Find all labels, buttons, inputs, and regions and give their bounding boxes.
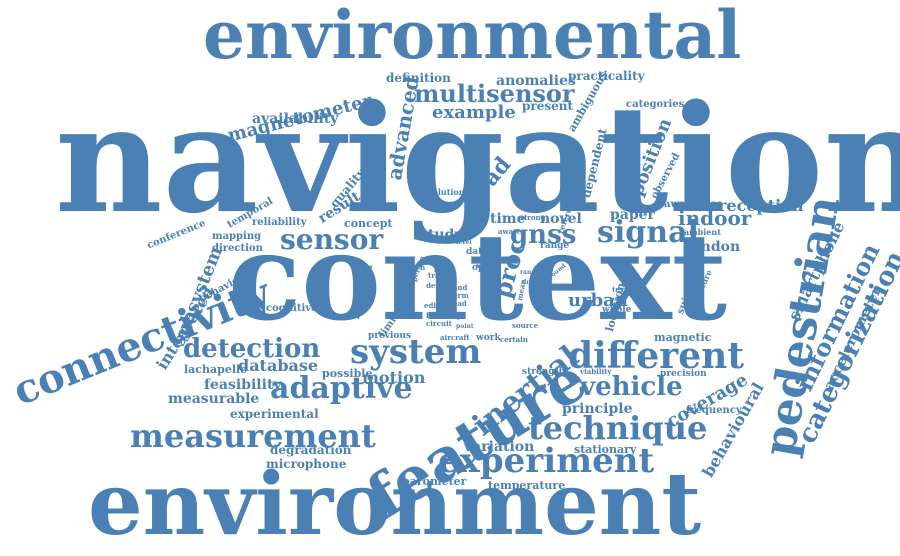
word: level [456,239,472,246]
word: direction [212,243,263,254]
word: degradation [270,443,352,457]
word: term [450,291,469,300]
word: magnetic [654,331,712,344]
word: range [540,241,570,251]
word: circuit [426,319,452,328]
word: system [350,332,482,372]
word: reception [718,196,804,215]
word: experiment [438,441,655,481]
word: light [434,267,450,274]
word: certain [500,335,528,344]
word: aircraft [440,333,470,342]
word: precision [660,369,707,379]
word: vehicle [580,372,683,402]
word: whole [602,305,632,315]
word: drift [522,279,537,286]
word: experimental [230,407,319,421]
word: source [512,321,539,330]
word: indoor [678,206,752,230]
word: motion [362,368,426,387]
word: data [466,247,489,257]
word: viability [580,367,612,376]
word: measurable [168,391,260,407]
word: feasibility [204,377,282,393]
word: work [476,333,501,343]
word: london [686,239,741,255]
word: variation [464,439,535,455]
word: reliability [252,217,307,228]
word: strong [520,213,546,222]
word: ambient [684,227,721,237]
word: range [520,269,540,276]
word: previous [368,331,412,341]
word: dead [448,299,467,308]
word: aware [498,227,522,236]
word: train [428,271,448,280]
word: point [456,323,474,330]
word: different [568,335,744,377]
word: practicality [568,69,645,83]
word: detect [426,281,451,290]
word: environmental [203,0,742,74]
word: technique [528,409,708,447]
word: temperature [488,479,566,492]
word: example [432,102,516,123]
word: gnss [510,220,577,250]
word: present [522,99,574,113]
word: microphone [266,457,347,471]
word: urban [568,290,628,311]
word: sign [476,261,493,270]
word: band [448,283,468,292]
word: cognitive [266,303,318,314]
word: mapping [212,231,262,242]
word: database [238,356,319,375]
word: design [440,311,466,320]
word: edition [424,301,452,310]
word: context [228,207,728,348]
word: principle [562,401,633,417]
word: novel [540,211,582,227]
word: adaptive [270,371,413,406]
word: navigation [55,72,900,246]
word: concept [344,217,393,230]
word: measurement [130,417,376,455]
word: environment [88,454,702,555]
word: frequency [686,405,742,416]
word: open [472,263,497,273]
word: multisensor [414,79,575,108]
word: time [490,211,526,227]
word: anomalies [496,73,576,89]
word: artech [400,263,426,272]
word: barometer [402,475,467,488]
word: availability [252,111,339,127]
word: sensor [280,223,384,256]
word: stationary [574,443,637,456]
word: strength [522,367,566,377]
word: paper [610,207,655,223]
word: house [426,311,450,320]
word: possible [322,367,373,380]
word: categories [626,99,685,110]
word: awareness [664,199,723,210]
word: lachapelle [184,363,248,376]
word: signal [597,215,699,250]
word: definition [386,71,451,85]
word: solution [428,187,465,197]
word: study [420,227,463,243]
word: detection [183,334,321,364]
word: texture [612,285,641,294]
